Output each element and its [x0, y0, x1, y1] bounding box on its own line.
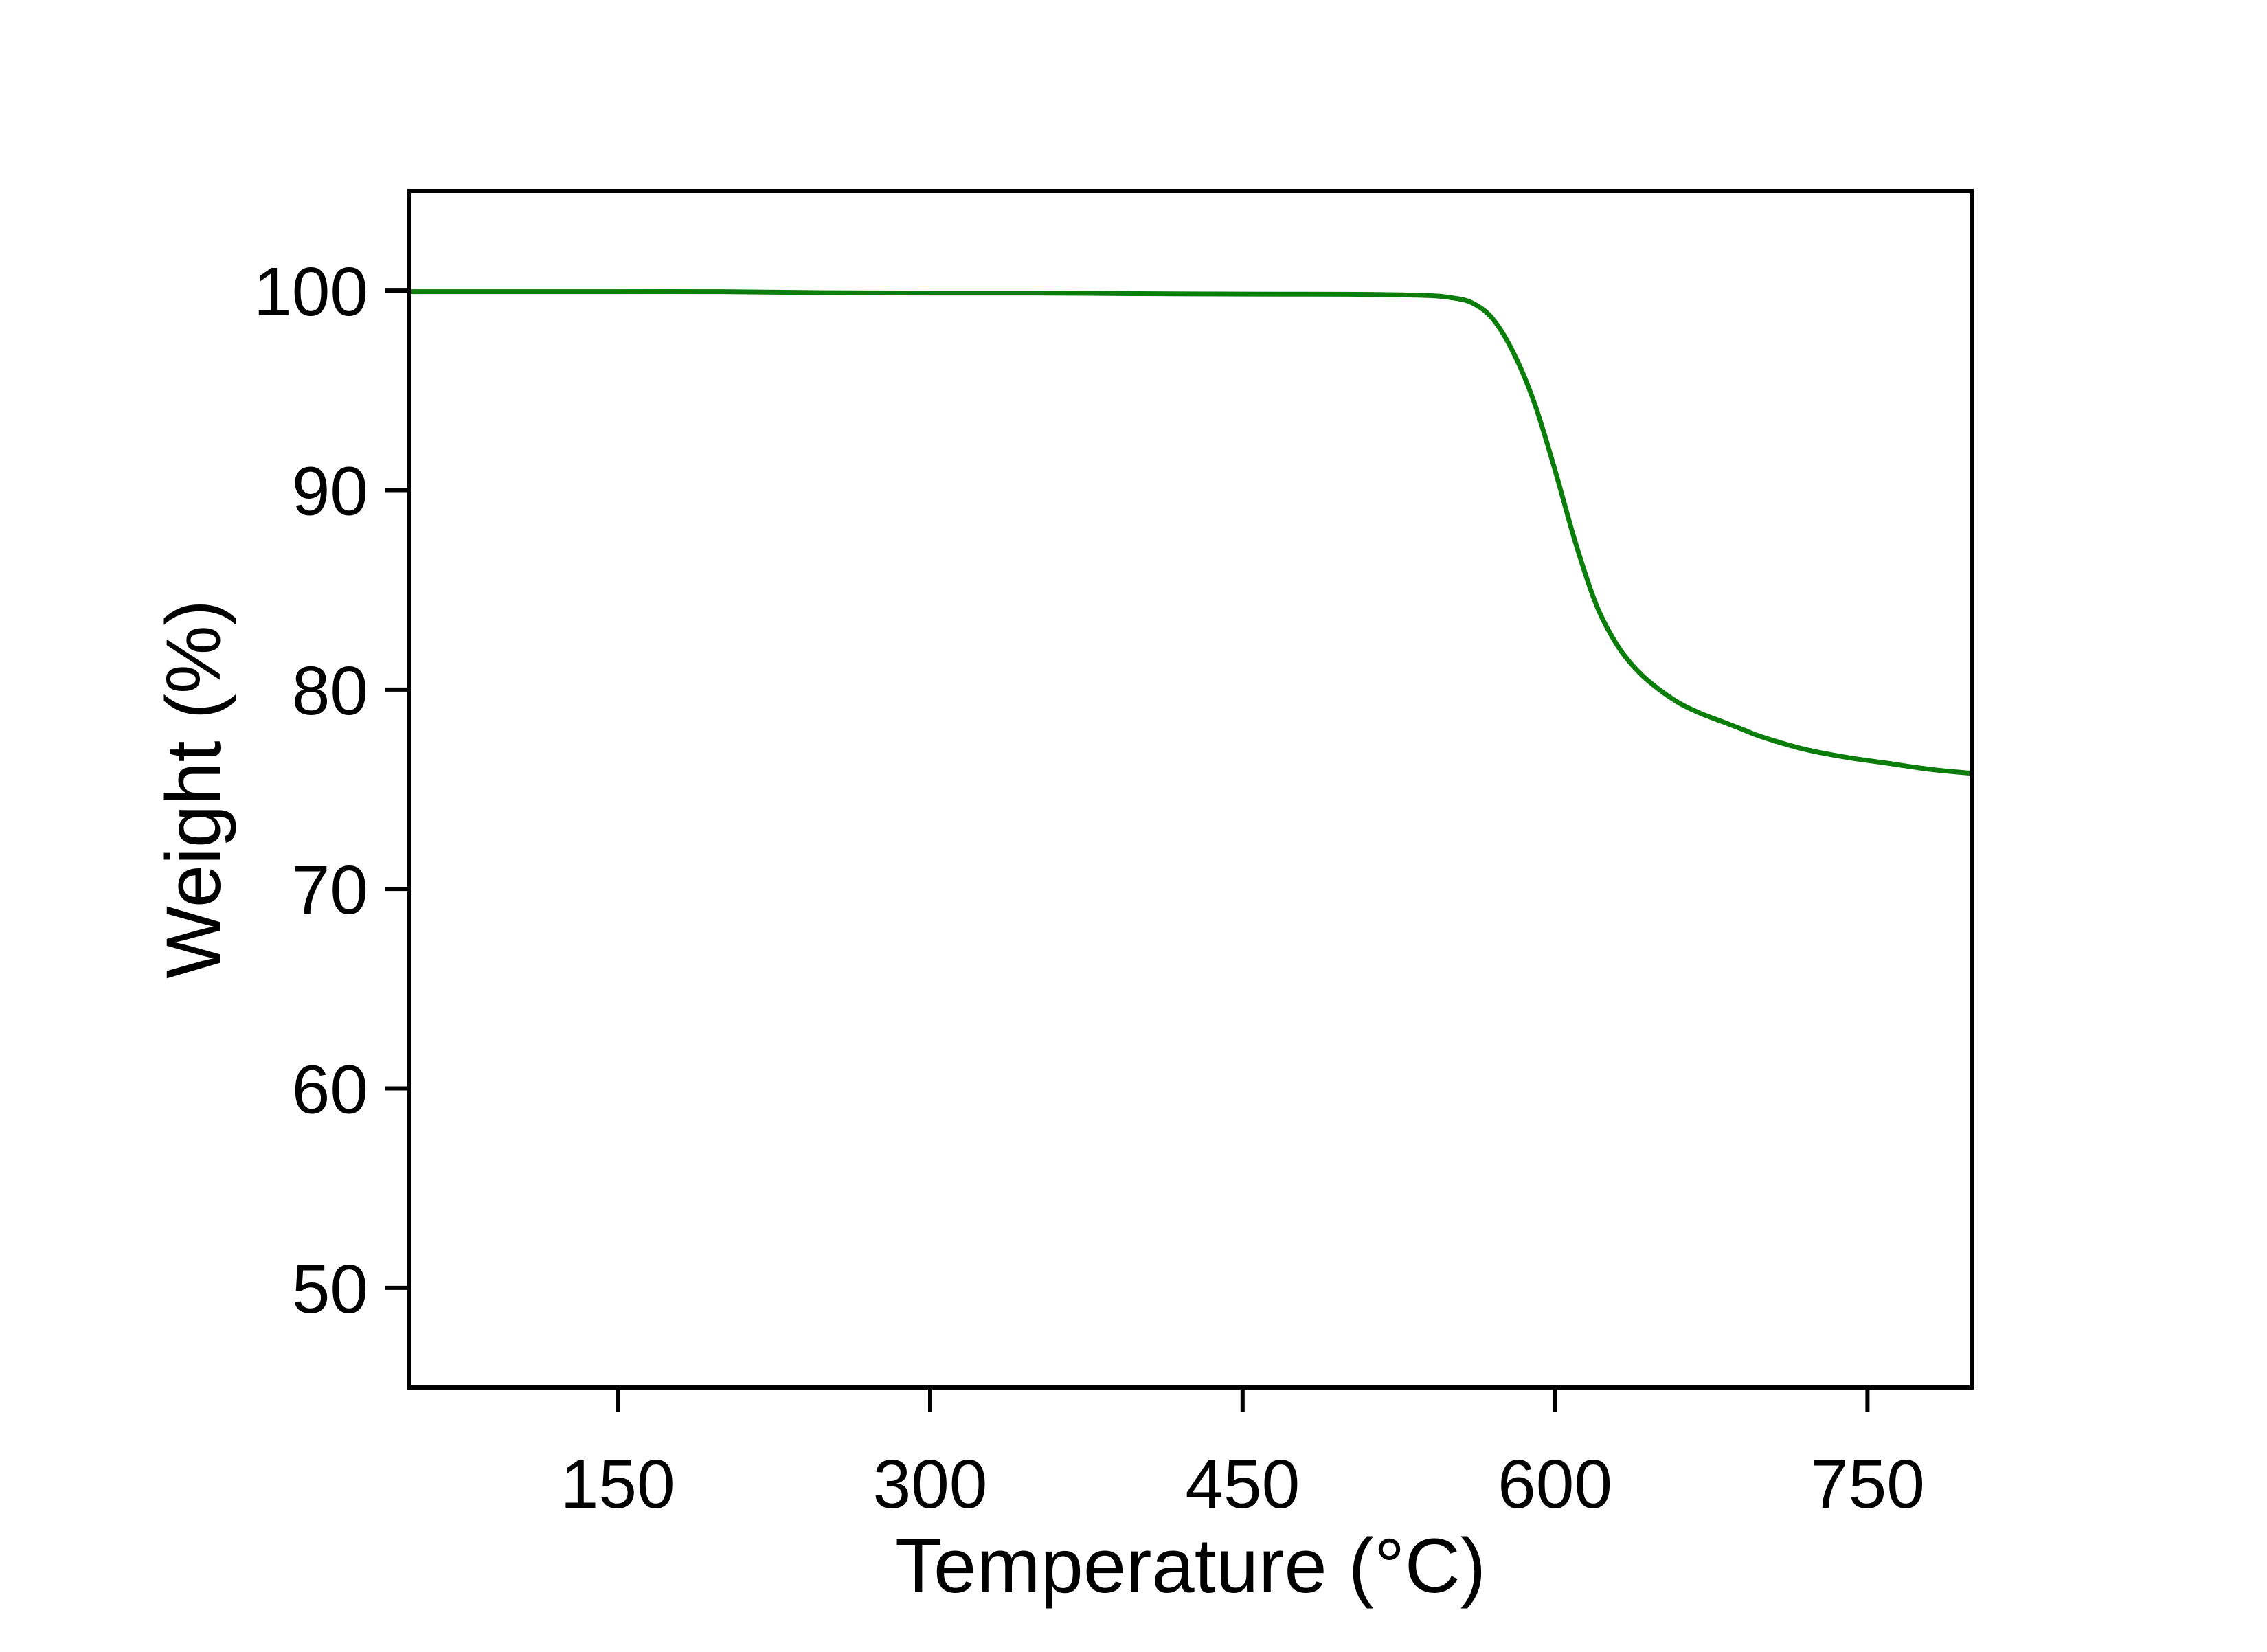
- y-tick-label: 60: [292, 1052, 368, 1129]
- plot-frame: [407, 189, 1974, 1390]
- x-tick-label: 450: [1185, 1446, 1300, 1523]
- ticks-layer: 150 300 450 600 750 50 60 70 80 90 100: [253, 253, 1925, 1523]
- y-tick-label: 80: [292, 653, 368, 729]
- x-tick-label: 600: [1498, 1446, 1612, 1523]
- y-axis-title: Weight (%): [150, 600, 236, 979]
- series-layer: [409, 289, 1972, 776]
- y-tick-label: 50: [292, 1251, 368, 1328]
- x-tick-label: 150: [561, 1446, 675, 1523]
- y-tick-label: 90: [292, 453, 368, 530]
- y-tick-label: 100: [253, 253, 368, 330]
- x-axis-title: Temperature (°C): [895, 1523, 1486, 1609]
- x-tick-label: 750: [1810, 1446, 1925, 1523]
- y-tick-label: 70: [292, 852, 368, 929]
- x-tick-label: 300: [873, 1446, 988, 1523]
- series-line-0: [409, 289, 1972, 776]
